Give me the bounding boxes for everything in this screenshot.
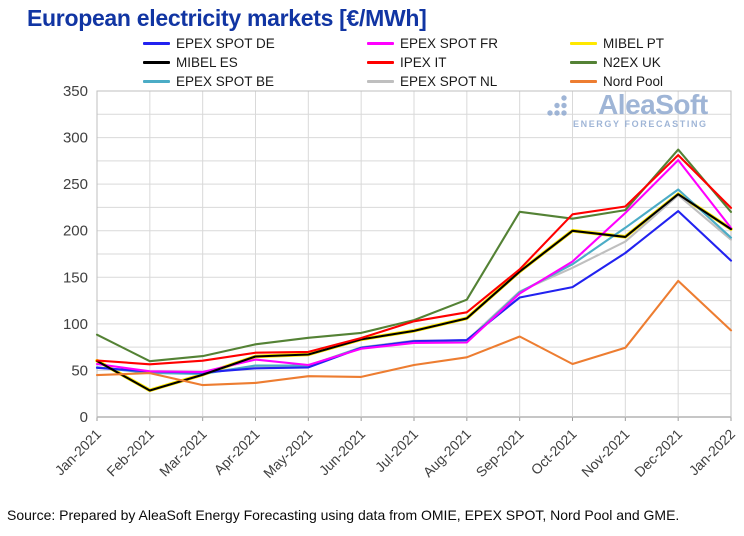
y-tick-label: 250	[63, 176, 88, 193]
chart-title: European electricity markets [€/MWh]	[27, 5, 427, 31]
x-tick-label: Nov-2021	[578, 426, 632, 480]
legend-item-epex-spot-nl: EPEX SPOT NL	[367, 73, 498, 89]
legend-swatch-mibel-es	[143, 60, 170, 64]
series-line-epex-spot-fr	[95, 159, 733, 374]
legend-label: IPEX IT	[400, 54, 447, 70]
x-tick-label: Jan-2022	[686, 426, 739, 479]
y-tick-label: 350	[63, 83, 88, 100]
legend-swatch-epex-spot-de	[143, 41, 170, 45]
series-line-mibel-es	[95, 193, 733, 392]
x-tick-label: Aug-2021	[420, 426, 474, 480]
series-line-ipex-it	[95, 154, 733, 366]
x-tick-label: Mar-2021	[156, 426, 210, 480]
y-tick-label: 50	[71, 362, 88, 379]
legend-swatch-ipex-it	[367, 60, 394, 64]
plot-border	[96, 90, 732, 418]
source-attribution: Source: Prepared by AleaSoft Energy Fore…	[7, 507, 680, 523]
legend-item-n2ex-uk: N2EX UK	[570, 54, 664, 70]
y-tick-label: 100	[63, 316, 88, 333]
x-tick-label: Jan-2021	[52, 426, 105, 479]
y-tick-label: 200	[63, 223, 88, 240]
legend-swatch-epex-spot-fr	[367, 41, 394, 45]
legend-label: EPEX SPOT DE	[176, 35, 275, 51]
legend-swatch-n2ex-uk	[570, 60, 597, 64]
x-tick-label: Jun-2021	[316, 426, 369, 479]
legend-swatch-mibel-pt	[570, 41, 597, 45]
legend-item-mibel-pt: MIBEL PT	[570, 35, 664, 51]
legend-label: EPEX SPOT BE	[176, 73, 275, 89]
y-tick-label: 300	[63, 130, 88, 147]
x-tick-label: Oct-2021	[528, 426, 580, 478]
legend-column: EPEX SPOT FR IPEX IT EPEX SPOT NL	[367, 35, 498, 89]
legend-label: Nord Pool	[603, 73, 664, 89]
chart-legend: EPEX SPOT DE MIBEL ES EPEX SPOT BE EPEX SPO…	[0, 35, 744, 93]
legend-item-mibel-es: MIBEL ES	[143, 54, 275, 70]
legend-label: MIBEL PT	[603, 35, 665, 51]
x-tick-label: Dec-2021	[631, 426, 685, 480]
legend-item-nord-pool: Nord Pool	[570, 73, 664, 89]
x-tick-label: Sep-2021	[473, 426, 527, 480]
legend-item-ipex-it: IPEX IT	[367, 54, 498, 70]
legend-label: EPEX SPOT FR	[400, 35, 499, 51]
x-tick-label: Jul-2021	[372, 426, 421, 475]
legend-label: MIBEL ES	[176, 54, 238, 70]
legend-column: MIBEL PT N2EX UK Nord Pool	[570, 35, 664, 89]
legend-item-epex-spot-de: EPEX SPOT DE	[143, 35, 275, 51]
y-tick-label: 0	[80, 409, 88, 426]
legend-item-epex-spot-be: EPEX SPOT BE	[143, 73, 275, 89]
legend-swatch-nord-pool	[570, 79, 597, 83]
x-tick-label: May-2021	[260, 426, 315, 481]
series-line-nord-pool	[95, 279, 733, 387]
legend-swatch-epex-spot-be	[143, 79, 170, 83]
legend-column: EPEX SPOT DE MIBEL ES EPEX SPOT BE	[143, 35, 275, 89]
legend-swatch-epex-spot-nl	[367, 79, 394, 83]
legend-item-epex-spot-fr: EPEX SPOT FR	[367, 35, 498, 51]
series-line-n2ex-uk	[95, 148, 733, 363]
x-tick-label: Apr-2021	[211, 426, 263, 478]
x-tick-label: Feb-2021	[103, 426, 157, 480]
legend-label: N2EX UK	[603, 54, 661, 70]
y-tick-label: 150	[63, 269, 88, 286]
legend-label: EPEX SPOT NL	[400, 73, 498, 89]
